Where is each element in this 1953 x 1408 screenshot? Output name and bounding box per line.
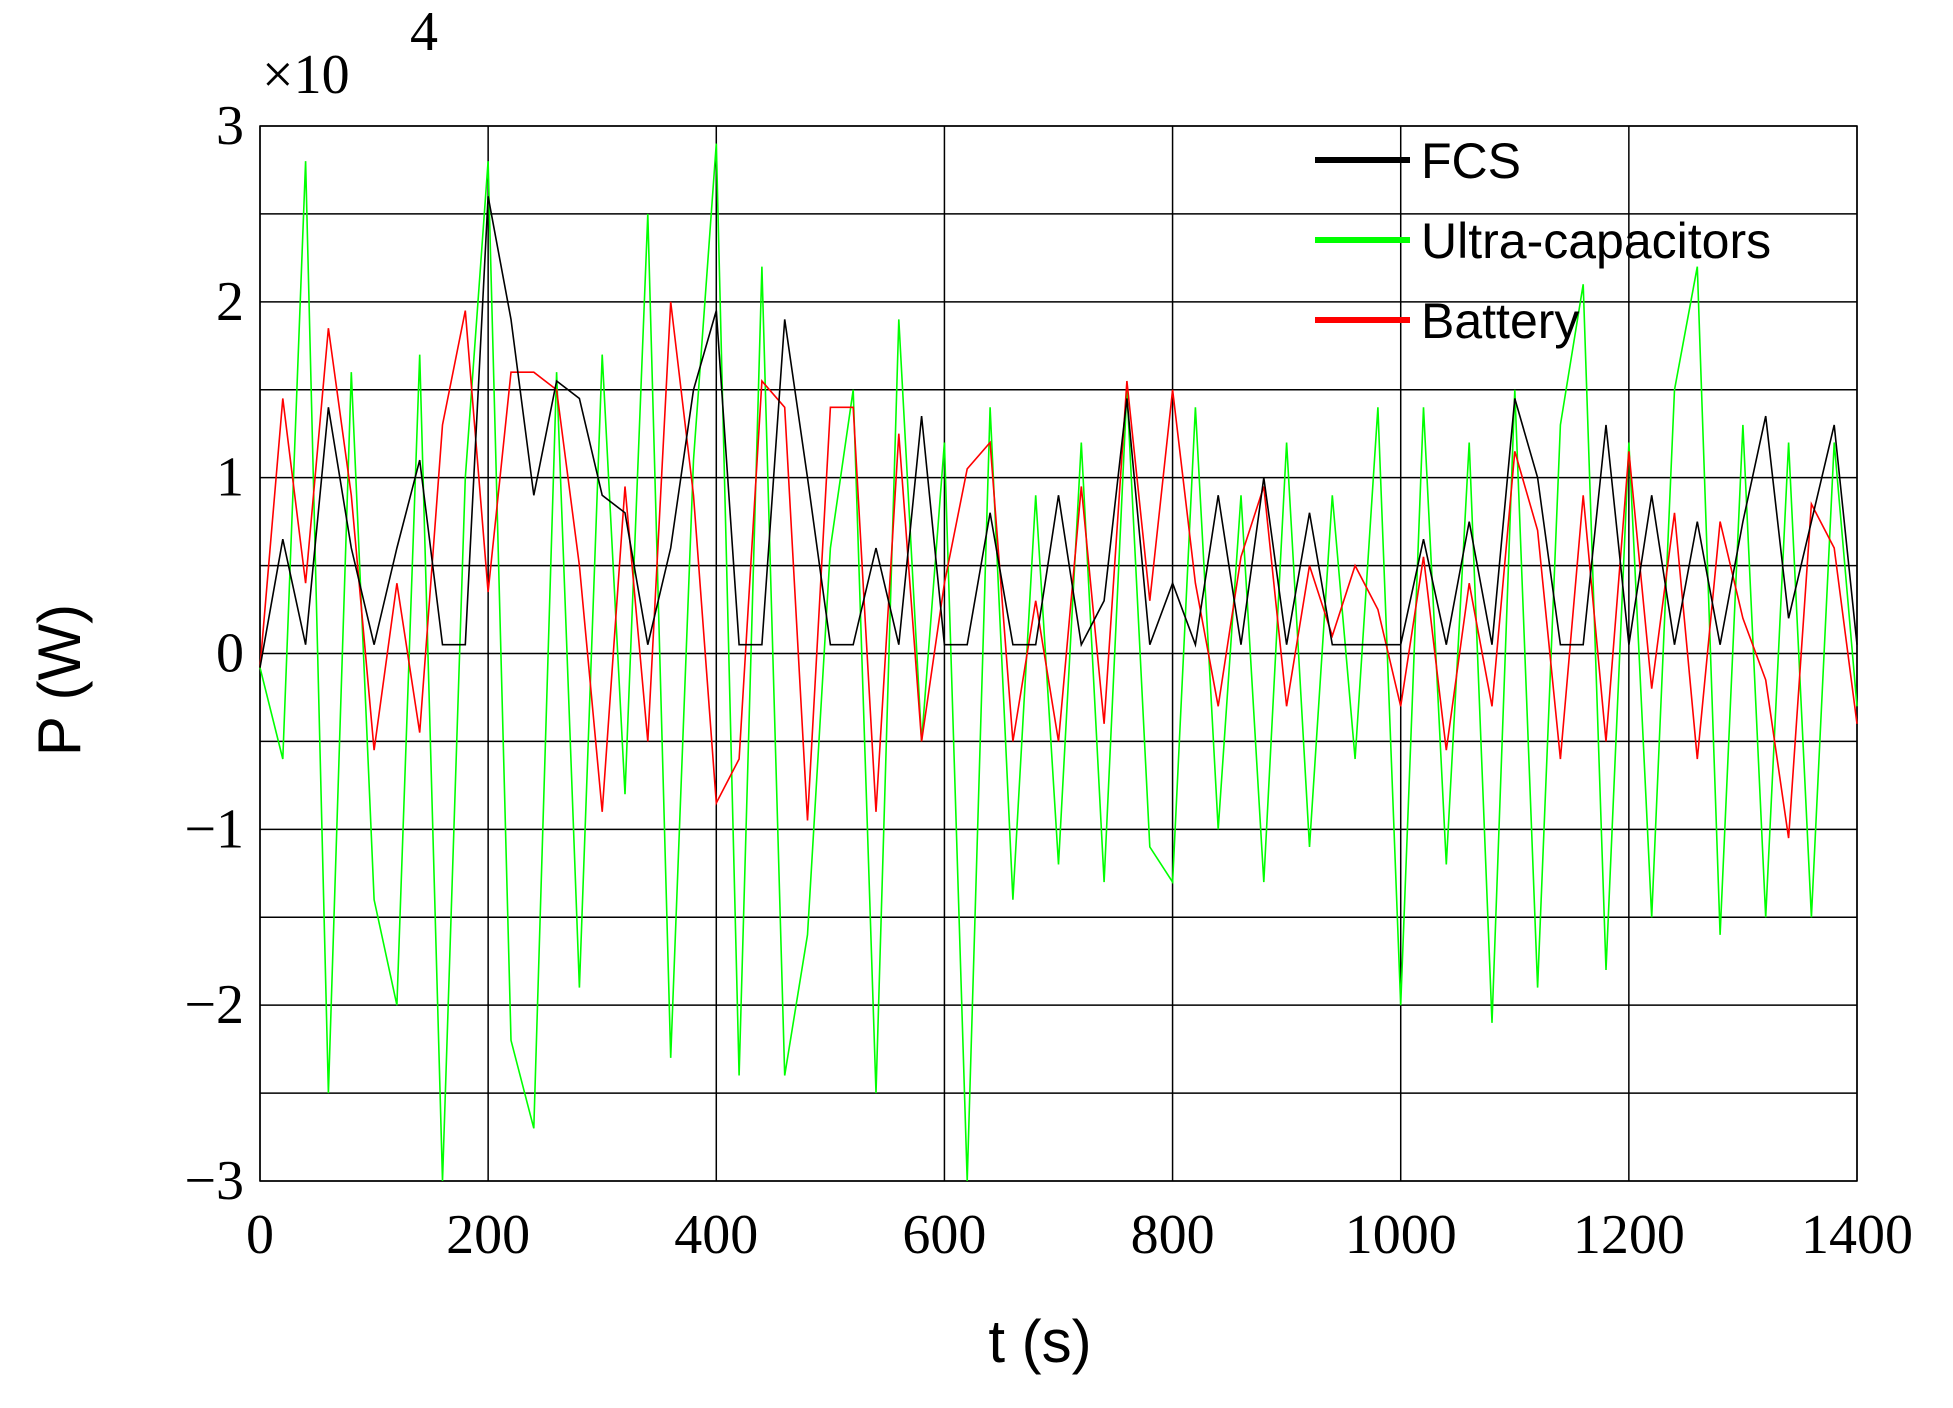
x-tick-label: 200 (446, 1204, 530, 1266)
y-tick-label: 1 (216, 447, 244, 509)
legend-label: FCS (1421, 133, 1521, 189)
legend-label: Battery (1421, 293, 1579, 349)
y-multiplier-exponent: 4 (410, 1, 438, 63)
x-tick-label: 800 (1131, 1204, 1215, 1266)
series-line (259, 301, 1858, 839)
y-tick-label: −2 (184, 974, 244, 1036)
y-tick-label: 0 (216, 623, 244, 685)
legend-label: Ultra-capacitors (1421, 213, 1771, 269)
x-tick-label: 1200 (1573, 1204, 1685, 1266)
y-multiplier: ×10 (262, 44, 350, 106)
x-tick-label: 1400 (1801, 1204, 1913, 1266)
y-tick-label: −1 (184, 798, 244, 860)
series-line (259, 196, 1858, 668)
series-line (259, 143, 1858, 1182)
x-tick-label: 400 (674, 1204, 758, 1266)
x-axis-label: t (s) (988, 1308, 1091, 1375)
y-axis-label: P (W) (26, 604, 93, 756)
y-tick-label: 2 (216, 271, 244, 333)
x-tick-label: 0 (246, 1204, 274, 1266)
y-tick-label: −3 (184, 1150, 244, 1212)
y-tick-label: 3 (216, 95, 244, 157)
plot-frame (259, 125, 1858, 1182)
x-tick-label: 1000 (1345, 1204, 1457, 1266)
x-tick-label: 600 (902, 1204, 986, 1266)
